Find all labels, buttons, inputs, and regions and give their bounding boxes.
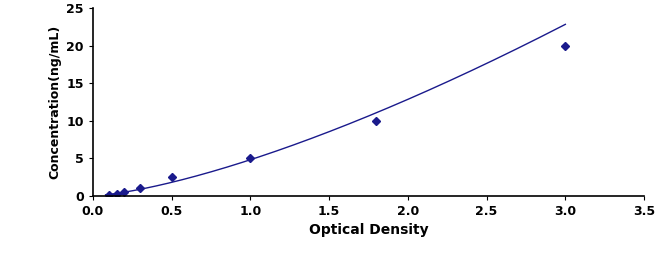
Y-axis label: Concentration(ng/mL): Concentration(ng/mL) [48, 25, 61, 179]
X-axis label: Optical Density: Optical Density [309, 223, 428, 237]
